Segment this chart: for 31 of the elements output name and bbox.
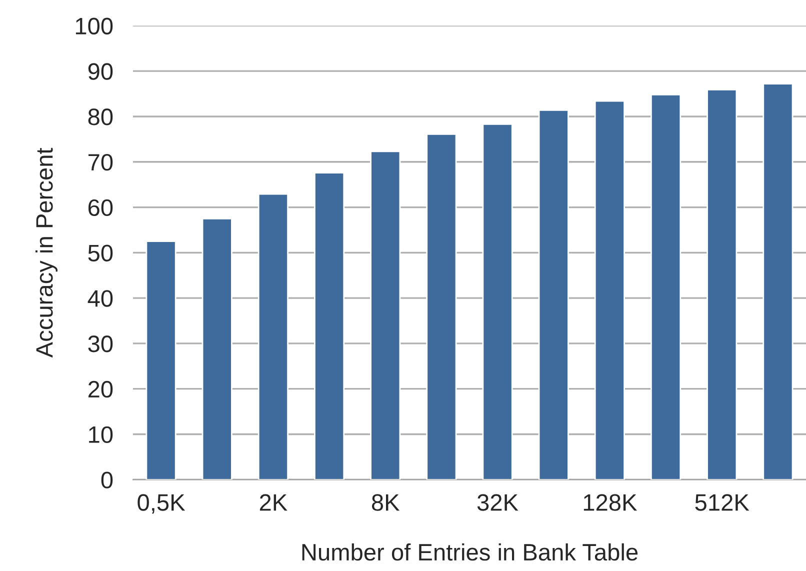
y-tick-label: 0 — [101, 472, 113, 488]
x-tick-label: 512K — [695, 494, 750, 511]
y-tick-label: 30 — [88, 336, 113, 352]
bar — [314, 172, 345, 480]
y-axis-title: Accuracy in Percent — [35, 148, 58, 358]
y-tick-label: 70 — [88, 154, 113, 171]
x-tick-label: 2K — [260, 494, 288, 511]
bar — [146, 240, 176, 480]
bar — [258, 193, 288, 480]
y-tick-label: 90 — [88, 63, 113, 80]
y-tick-label: 80 — [88, 108, 113, 126]
y-tick-label: 60 — [88, 199, 113, 216]
bar — [538, 109, 569, 480]
bar — [706, 89, 738, 480]
y-tick-label: 40 — [88, 290, 113, 307]
bar — [594, 100, 625, 480]
bar — [202, 218, 232, 480]
y-tick-label: 50 — [88, 244, 113, 262]
x-tick-label: 128K — [584, 494, 638, 511]
bar — [482, 124, 513, 480]
bar — [650, 94, 682, 480]
bar — [370, 150, 401, 480]
x-tick-label: 8K — [372, 494, 400, 511]
x-tick-label: 32K — [477, 494, 518, 511]
y-tick-label: 20 — [88, 380, 113, 398]
y-tick-label: 10 — [89, 426, 113, 444]
x-tick-label: 0,5K — [138, 494, 186, 514]
y-tick-label: 100 — [76, 18, 113, 34]
bar — [426, 133, 457, 480]
x-axis-title: Number of Entries in Bank Table — [302, 543, 638, 561]
bar — [762, 83, 794, 480]
